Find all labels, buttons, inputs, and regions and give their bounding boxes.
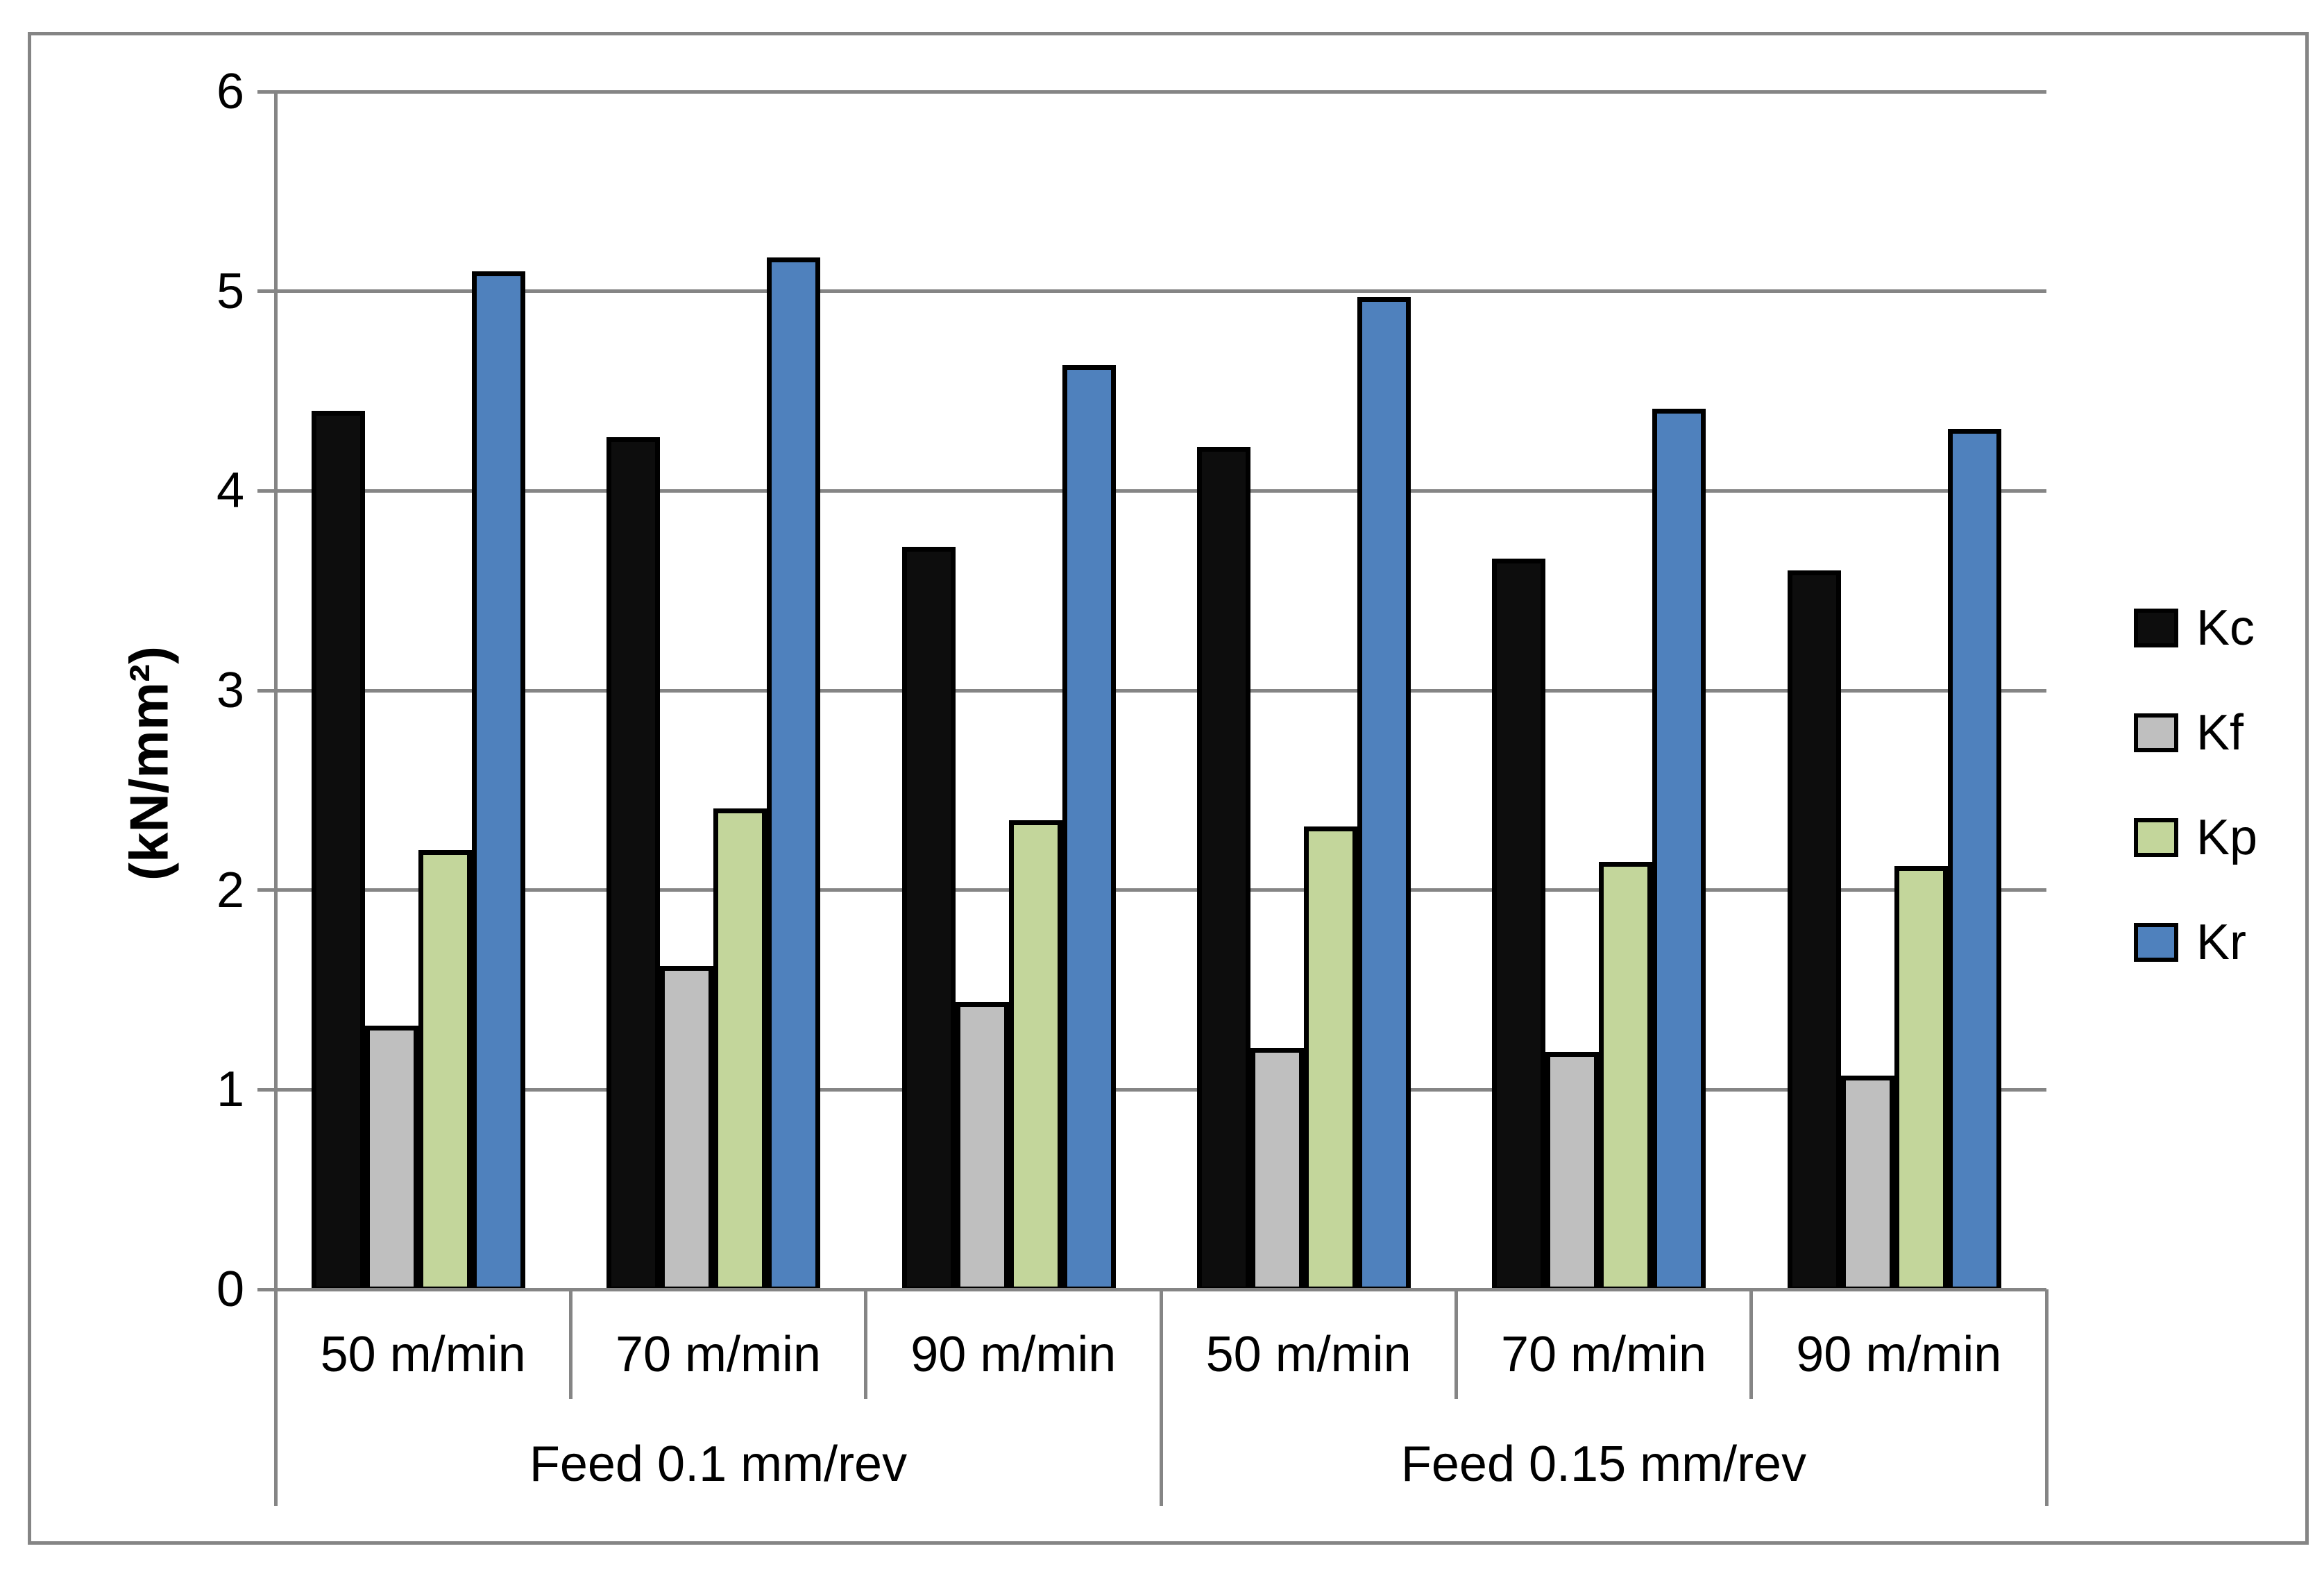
category-divider (1159, 1289, 1163, 1506)
bar-kp-group5 (1599, 862, 1653, 1291)
y-tick-label: 0 (216, 1262, 244, 1317)
gridline-y5 (257, 289, 2046, 294)
legend-swatch-kp (2134, 818, 2178, 857)
y-axis-line (273, 92, 278, 1506)
legend-item-kc: Kc (2134, 600, 2255, 656)
legend-item-kf: Kf (2134, 705, 2244, 761)
category-divider (864, 1289, 868, 1399)
legend: Kc Kf Kp Kr (2130, 0, 2324, 1569)
y-tick-label: 5 (216, 263, 244, 319)
bar-kp-group3 (1008, 820, 1062, 1291)
bar-kr-group4 (1357, 297, 1411, 1291)
super-group-label: Feed 0.15 mm/rev (1400, 1436, 1807, 1492)
bar-kr-group3 (1062, 365, 1116, 1291)
bar-kc-group1 (312, 411, 365, 1291)
bar-kf-group5 (1545, 1051, 1600, 1291)
bar-kp-group2 (713, 808, 767, 1291)
bar-kc-group3 (901, 546, 956, 1291)
bar-kr-group5 (1652, 409, 1706, 1291)
bar-kr-group6 (1947, 429, 2001, 1291)
legend-swatch-kr (2134, 923, 2178, 962)
bar-kf-group1 (365, 1026, 418, 1291)
category-label: 90 m/min (910, 1327, 1117, 1382)
category-label: 70 m/min (1500, 1327, 1707, 1382)
gridline-y3 (257, 688, 2046, 693)
bar-kf-group6 (1840, 1076, 1894, 1291)
legend-item-kp: Kp (2134, 810, 2257, 865)
super-group-label: Feed 0.1 mm/rev (529, 1436, 908, 1492)
bar-kc-group6 (1787, 570, 1841, 1291)
y-tick-label: 4 (216, 463, 244, 519)
legend-label-kr: Kr (2196, 915, 2246, 970)
bar-kf-group3 (955, 1001, 1009, 1291)
gridline-y2 (257, 888, 2046, 892)
category-label: 70 m/min (615, 1327, 822, 1382)
legend-label-kf: Kf (2196, 705, 2244, 761)
gridline-y6 (257, 90, 2046, 94)
y-tick-label: 6 (216, 64, 244, 119)
category-label: 50 m/min (320, 1327, 526, 1382)
figure-border (28, 32, 2309, 1545)
category-divider (568, 1289, 572, 1399)
y-axis-title: (kN/mm²) (118, 645, 180, 881)
legend-label-kc: Kc (2196, 600, 2255, 656)
category-label: 90 m/min (1796, 1327, 2002, 1382)
bar-kf-group2 (660, 965, 714, 1291)
bar-kp-group6 (1894, 866, 1948, 1291)
bar-kp-group1 (418, 850, 472, 1291)
y-tick-label: 1 (216, 1062, 244, 1118)
legend-swatch-kf (2134, 713, 2178, 752)
y-tick-label: 3 (216, 663, 244, 718)
bar-kf-group4 (1250, 1047, 1304, 1291)
category-divider (1749, 1289, 1754, 1399)
bar-kp-group4 (1304, 826, 1357, 1291)
x-axis-line (257, 1287, 2046, 1291)
bar-kr-group2 (767, 257, 821, 1291)
y-tick-label: 2 (216, 862, 244, 918)
category-divider (1454, 1289, 1458, 1399)
legend-item-kr: Kr (2134, 915, 2246, 970)
bar-kc-group2 (607, 436, 661, 1291)
category-label: 50 m/min (1205, 1327, 1411, 1382)
legend-swatch-kc (2134, 609, 2178, 647)
bar-kr-group1 (472, 271, 525, 1291)
bar-kc-group5 (1492, 559, 1546, 1291)
gridline-y4 (257, 489, 2046, 493)
legend-label-kp: Kp (2196, 810, 2258, 865)
category-divider (2044, 1289, 2049, 1506)
bar-kc-group4 (1197, 447, 1250, 1291)
gridline-y1 (257, 1087, 2046, 1092)
